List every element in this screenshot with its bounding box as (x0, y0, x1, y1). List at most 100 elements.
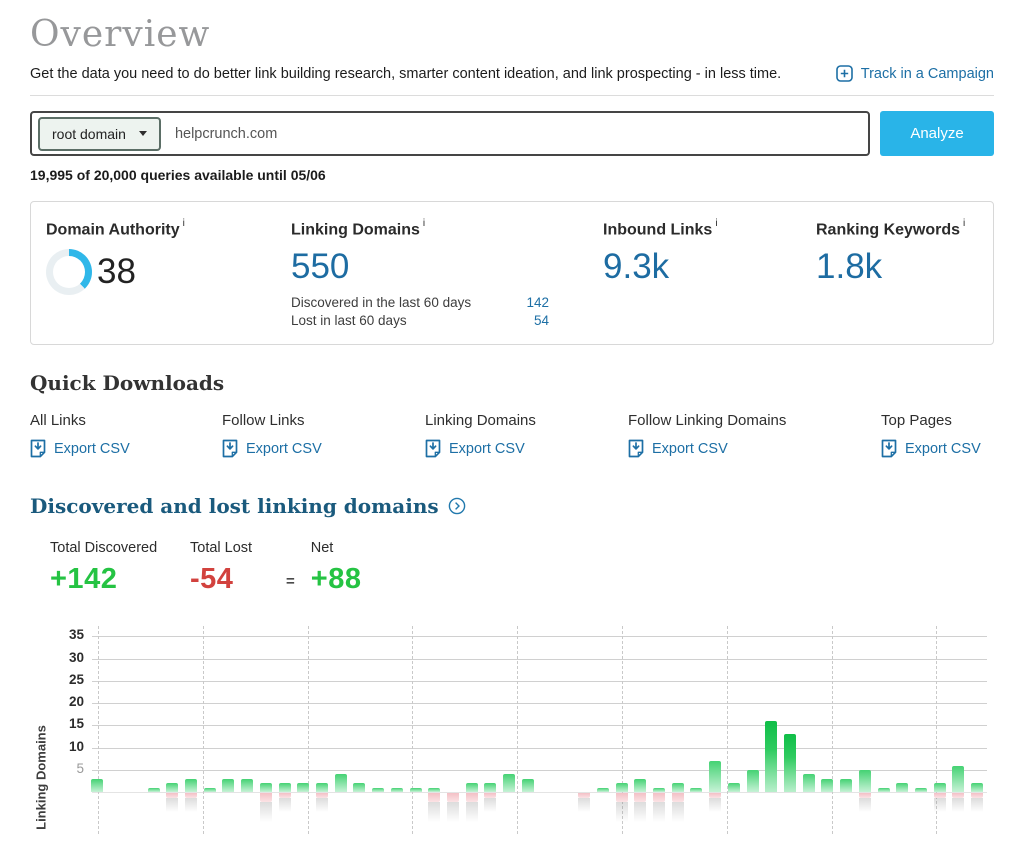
domain-authority-gauge (46, 249, 92, 296)
export-csv-link[interactable]: Export CSV (30, 439, 222, 458)
section-heading[interactable]: Discovered and lost linking domains (30, 494, 994, 518)
metric-domain-authority: Domain Authority i 38 (46, 218, 291, 328)
download-label: Top Pages (881, 412, 952, 430)
metrics-card: Domain Authority i 38 Linking Domains i 55… (30, 201, 994, 346)
discovered-bar (877, 787, 890, 793)
metric-subrow-label: Discovered in the last 60 days (291, 295, 472, 311)
lost-bar (259, 793, 272, 803)
search-input[interactable] (160, 125, 868, 142)
download-label: Linking Domains (425, 412, 536, 430)
total-lost-value: -54 (190, 563, 234, 596)
y-tick-label: 35 (68, 627, 84, 643)
total-lost-block: Total Lost -54 (190, 540, 278, 596)
download-item: Top Pages Export CSV (881, 412, 994, 458)
discovered-bar (896, 783, 909, 793)
lost-bar (166, 793, 179, 798)
export-csv-link[interactable]: Export CSV (425, 439, 628, 458)
lost-bar-shadow (259, 802, 272, 823)
lost-bar (709, 793, 722, 798)
track-in-campaign-link[interactable]: Track in a Campaign (835, 65, 994, 82)
metric-ranking-keywords: Ranking Keywords i 1.8k (816, 218, 978, 328)
linking-domains-label: Linking Domains (291, 221, 420, 239)
lost-bar-shadow (652, 802, 665, 823)
export-csv-label: Export CSV (905, 440, 981, 457)
lost-bar (652, 793, 665, 803)
discovered-bar (784, 734, 796, 793)
discovered-bar (428, 787, 441, 793)
discovered-bar (465, 783, 478, 793)
header-divider (30, 95, 994, 96)
analyze-button[interactable]: Analyze (880, 111, 994, 156)
gridline-vertical (622, 626, 623, 835)
discovered-bar (259, 783, 272, 793)
metric-inbound-links: Inbound Links i 9.3k (603, 218, 816, 328)
lost-bar-shadow (184, 797, 197, 812)
info-icon[interactable]: i (963, 218, 966, 229)
gridline-vertical (202, 626, 204, 835)
lost-bar-shadow (615, 802, 628, 823)
discovered-bar (671, 783, 684, 793)
search-bar: root domain (30, 111, 870, 156)
export-csv-label: Export CSV (246, 440, 322, 457)
lost-bar-shadow (578, 797, 591, 812)
zero-line (92, 792, 987, 794)
discovered-bar (596, 787, 609, 793)
ranking-keywords-label: Ranking Keywords (816, 221, 961, 239)
discovered-bar (971, 783, 984, 793)
lost-bar (615, 793, 628, 803)
discovered-bar (222, 778, 235, 793)
lost-bar (184, 793, 197, 798)
ranking-keywords-value: 1.8k (816, 247, 883, 287)
lost-bar-shadow (166, 797, 179, 812)
linking-domains-value: 550 (291, 247, 350, 287)
export-csv-icon (425, 439, 441, 458)
equals-sign: = (286, 573, 295, 591)
page-title: Overview (30, 14, 211, 55)
lost-bar-shadow (447, 802, 460, 823)
info-icon[interactable]: i (422, 218, 426, 229)
download-item: Follow Linking Domains Export CSV (628, 412, 881, 458)
subtitle-row: Get the data you need to do better link … (30, 65, 994, 82)
lost-bar-shadow (428, 802, 441, 823)
net-label: Net (310, 540, 334, 557)
export-csv-link[interactable]: Export CSV (222, 439, 425, 458)
gridline-vertical (307, 626, 309, 835)
download-label: Follow Linking Domains (628, 412, 787, 430)
y-tick-label: 20 (68, 694, 84, 710)
export-csv-label: Export CSV (652, 440, 728, 457)
lost-bar-shadow (278, 797, 291, 812)
gridline-horizontal (92, 658, 987, 660)
lost-bar (578, 793, 591, 798)
y-tick-label: 5 (76, 761, 84, 777)
y-tick-label: 25 (68, 671, 84, 687)
discovered-bar (316, 783, 328, 793)
gridline-vertical (726, 626, 728, 835)
download-label: Follow Links (222, 412, 305, 430)
export-csv-link[interactable]: Export CSV (628, 439, 881, 458)
y-tick-label: 10 (68, 738, 84, 754)
gridline-horizontal (92, 703, 987, 705)
discovered-bar (615, 783, 628, 793)
scope-dropdown[interactable]: root domain (38, 116, 161, 151)
lost-bar (447, 793, 460, 803)
info-icon[interactable]: i (182, 218, 185, 229)
discovered-bar (915, 787, 928, 793)
info-icon[interactable]: i (715, 218, 718, 229)
discovered-bar (484, 783, 497, 793)
totals-row: Total Discovered +142 Total Lost -54 = N… (50, 540, 994, 596)
export-csv-link[interactable]: Export CSV (881, 439, 994, 458)
metric-subrow-value: 54 (533, 313, 549, 329)
discovered-bar (802, 774, 815, 793)
discovered-bar (933, 783, 946, 793)
lost-bar (316, 793, 328, 798)
discovered-bar (166, 783, 179, 793)
gridline-vertical (831, 626, 833, 835)
discovered-bar (503, 774, 516, 793)
discovered-bar (91, 778, 104, 793)
discovered-bar (334, 774, 347, 793)
chevron-circle-icon[interactable] (448, 497, 466, 515)
y-tick-label: 30 (68, 649, 84, 665)
domain-authority-label: Domain Authority (46, 221, 180, 239)
total-discovered-value: +142 (50, 563, 118, 596)
gridline-horizontal (92, 770, 987, 772)
